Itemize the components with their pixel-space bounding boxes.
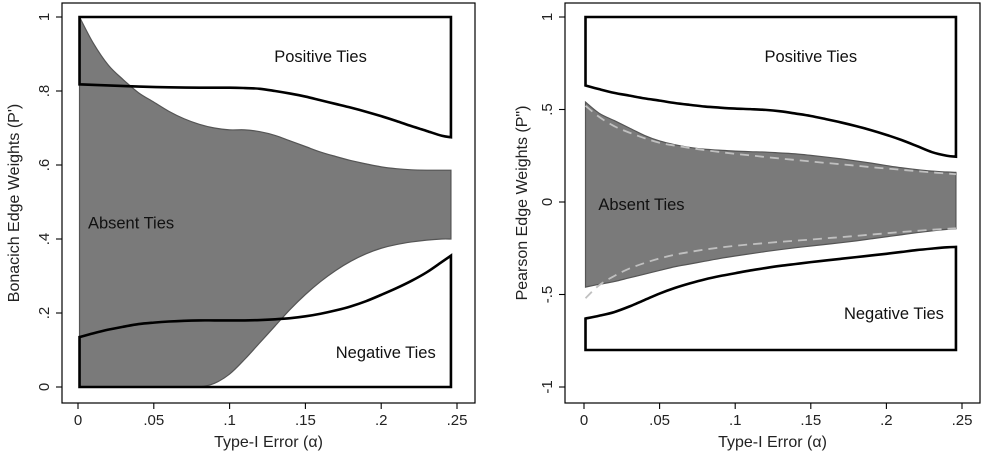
y-tick-label: .4 (36, 233, 53, 246)
x-tick-label: .2 (880, 412, 893, 429)
y-tick-label: 0 (539, 198, 556, 206)
x-tick-label: .15 (800, 412, 821, 429)
y-axis-title: Pearson Edge Weights (P") (514, 106, 531, 301)
region-label-positive-ties: Positive Ties (764, 48, 857, 66)
x-tick-label: .25 (952, 412, 973, 429)
x-tick-label: .05 (649, 412, 670, 429)
dashed-upper-curve (584, 105, 957, 176)
y-tick-label: .6 (36, 159, 53, 172)
dashed-lower-curve (584, 227, 957, 299)
x-tick-label: 0 (580, 412, 588, 429)
y-tick-label: 1 (539, 13, 556, 21)
region-label-negative-ties: Negative Ties (336, 344, 436, 362)
negative-ties-outline (584, 245, 958, 352)
region-label-positive-ties: Positive Ties (274, 48, 367, 66)
x-tick-label: .1 (729, 412, 742, 429)
panel-bonacich: 0 .05 .1 .15 .2 .25 0 .2 .4 .6 .8 1 Type-I Error (α)… (6, 2, 476, 451)
x-tick-label: .15 (295, 412, 316, 429)
y-tick-label: 1 (36, 13, 53, 21)
y-tick-label: .5 (539, 103, 556, 116)
absent-ties-band (584, 100, 957, 288)
plot-frame (564, 2, 981, 404)
x-tick-label: .2 (375, 412, 388, 429)
x-tick-label: .1 (223, 412, 236, 429)
y-tick-label: .2 (36, 307, 53, 320)
x-axis-title: Type-I Error (α) (214, 434, 323, 451)
x-tick-label: .05 (143, 412, 164, 429)
y-tick-label: -.5 (539, 286, 556, 304)
positive-ties-outline (584, 15, 958, 159)
y-axis-title: Bonacich Edge Weights (P') (6, 104, 23, 302)
negative-ties-outline (78, 253, 453, 389)
region-label-absent-ties: Absent Ties (88, 214, 174, 232)
region-label-negative-ties: Negative Ties (844, 305, 944, 323)
plot-frame (61, 2, 476, 404)
absent-ties-band (78, 16, 452, 388)
x-tick-label: 0 (74, 412, 82, 429)
x-tick-label: .25 (447, 412, 468, 429)
panel-pearson: 0 .05 .1 .15 .2 .25 -1 -.5 0 .5 1 Type-I Error (α) P… (514, 2, 981, 451)
region-label-absent-ties: Absent Ties (598, 196, 684, 214)
y-tick-label: 0 (36, 383, 53, 391)
positive-ties-outline (78, 15, 453, 139)
y-tick-label: -1 (539, 380, 556, 393)
y-tick-label: .8 (36, 85, 53, 98)
x-axis-title: Type-I Error (α) (718, 434, 827, 451)
